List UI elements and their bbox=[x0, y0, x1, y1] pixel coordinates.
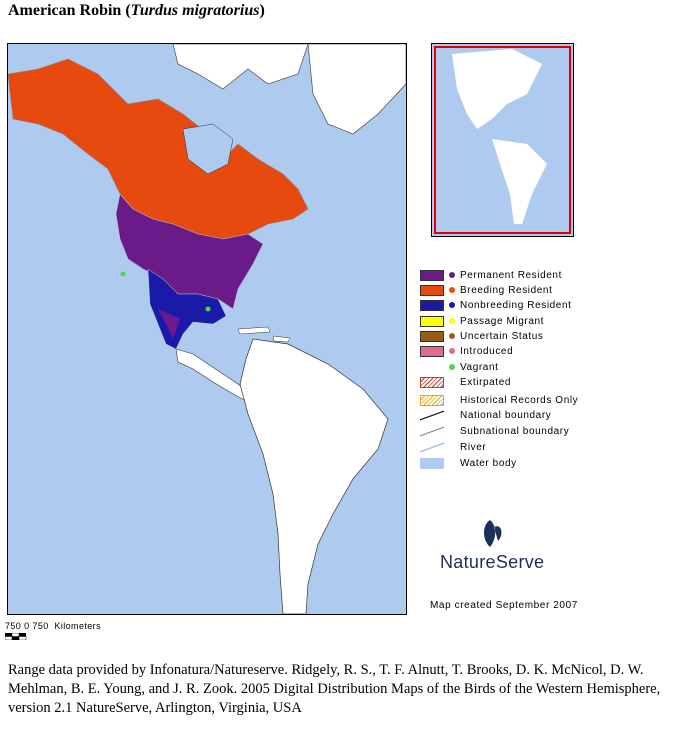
legend-label-river: River bbox=[460, 441, 487, 453]
scale-label: 750 0 750 Kilometers bbox=[5, 621, 101, 631]
range-map bbox=[7, 43, 407, 615]
footnote: Range data provided by Infonatura/Nature… bbox=[8, 662, 661, 716]
legend-dot-introduced bbox=[449, 348, 455, 354]
legend-row-breeding: Breeding Resident bbox=[420, 283, 552, 297]
legend-row-uncertain: Uncertain Status bbox=[420, 329, 544, 343]
hudson-bay bbox=[182, 123, 234, 175]
range-map-canvas bbox=[8, 44, 406, 614]
legend-row-historical: Historical Records Only bbox=[420, 393, 578, 407]
legend-row-nonbreeding: Nonbreeding Resident bbox=[420, 298, 572, 312]
vagrant-dot-caribbean bbox=[205, 306, 211, 312]
legend-label-uncertain: Uncertain Status bbox=[460, 330, 544, 342]
map-title: American Robin (Turdus migratorius) bbox=[8, 2, 265, 19]
inset-north-america bbox=[452, 49, 542, 129]
legend-dot-nonbreeding bbox=[449, 302, 455, 308]
caribbean-islands bbox=[237, 326, 291, 343]
inset-map bbox=[431, 43, 574, 237]
legend-dot-permanent bbox=[449, 272, 455, 278]
legend-swatch-extirpated bbox=[420, 376, 444, 388]
legend-label-introduced: Introduced bbox=[460, 345, 514, 357]
permanent-range bbox=[115, 193, 264, 310]
legend-swatch-breeding bbox=[420, 284, 444, 296]
scale-bar bbox=[5, 633, 27, 640]
legend-row-water: Water body bbox=[420, 456, 517, 470]
legend-row-vagrant: Vagrant bbox=[420, 360, 498, 374]
legend-label-passage: Passage Migrant bbox=[460, 315, 545, 327]
inset-map-canvas bbox=[434, 46, 571, 234]
legend-swatch-uncertain bbox=[420, 330, 444, 342]
legend-swatch-passage bbox=[420, 315, 444, 327]
scientific-name: Turdus migratorius bbox=[130, 2, 260, 19]
nonbreeding-range bbox=[147, 268, 227, 350]
legend-dot-passage bbox=[449, 318, 455, 324]
natureserve-logo bbox=[484, 520, 502, 547]
legend-swatch-subnational bbox=[420, 425, 444, 437]
legend-label-nonbreeding: Nonbreeding Resident bbox=[460, 299, 572, 311]
map-credit: Map created September 2007 bbox=[430, 600, 578, 611]
legend-label-subnational: Subnational boundary bbox=[460, 425, 570, 437]
legend-label-breeding: Breeding Resident bbox=[460, 284, 553, 296]
legend-label-permanent: Permanent Resident bbox=[460, 269, 562, 281]
legend-row-permanent: Permanent Resident bbox=[420, 268, 562, 282]
inset-extent-box bbox=[434, 46, 571, 234]
common-name: American Robin bbox=[8, 2, 122, 19]
arctic-islands bbox=[172, 44, 309, 90]
central-america bbox=[175, 348, 254, 403]
south-america bbox=[239, 338, 389, 614]
legend-swatch-nonbreeding bbox=[420, 299, 444, 311]
legend-swatch-historical bbox=[420, 394, 444, 406]
vagrant-dot-pacific bbox=[120, 271, 126, 277]
mexico-permanent bbox=[158, 309, 180, 339]
legend-row-national: National boundary bbox=[420, 408, 551, 422]
legend-swatch-introduced bbox=[420, 345, 444, 357]
inset-south-america bbox=[492, 139, 547, 224]
legend-dot-breeding bbox=[449, 287, 455, 293]
breeding-range bbox=[8, 58, 309, 240]
scale-unit: Kilometers bbox=[54, 621, 101, 631]
legend-dot-uncertain bbox=[449, 333, 455, 339]
legend-label-national: National boundary bbox=[460, 409, 552, 421]
legend-label-vagrant: Vagrant bbox=[460, 361, 499, 373]
scale-ticks: 750 0 750 bbox=[5, 621, 49, 631]
legend-row-river: River bbox=[420, 440, 486, 454]
legend-label-water: Water body bbox=[460, 457, 517, 469]
legend-swatch-national bbox=[420, 409, 444, 421]
legend-row-extirpated: Extirpated bbox=[420, 375, 511, 389]
legend-dot-vagrant bbox=[449, 364, 455, 370]
legend-label-historical: Historical Records Only bbox=[460, 394, 579, 406]
legend-swatch-water bbox=[420, 457, 444, 469]
legend-row-introduced: Introduced bbox=[420, 344, 513, 358]
legend-label-extirpated: Extirpated bbox=[460, 376, 512, 388]
greenland-landmass bbox=[307, 44, 406, 135]
logo-wordmark: NatureServe bbox=[440, 552, 545, 572]
legend-row-passage: Passage Migrant bbox=[420, 314, 544, 328]
butterfly-icon bbox=[484, 520, 502, 547]
legend-swatch-permanent bbox=[420, 269, 444, 281]
legend-row-subnational: Subnational boundary bbox=[420, 424, 569, 438]
legend-swatch-river bbox=[420, 441, 444, 453]
